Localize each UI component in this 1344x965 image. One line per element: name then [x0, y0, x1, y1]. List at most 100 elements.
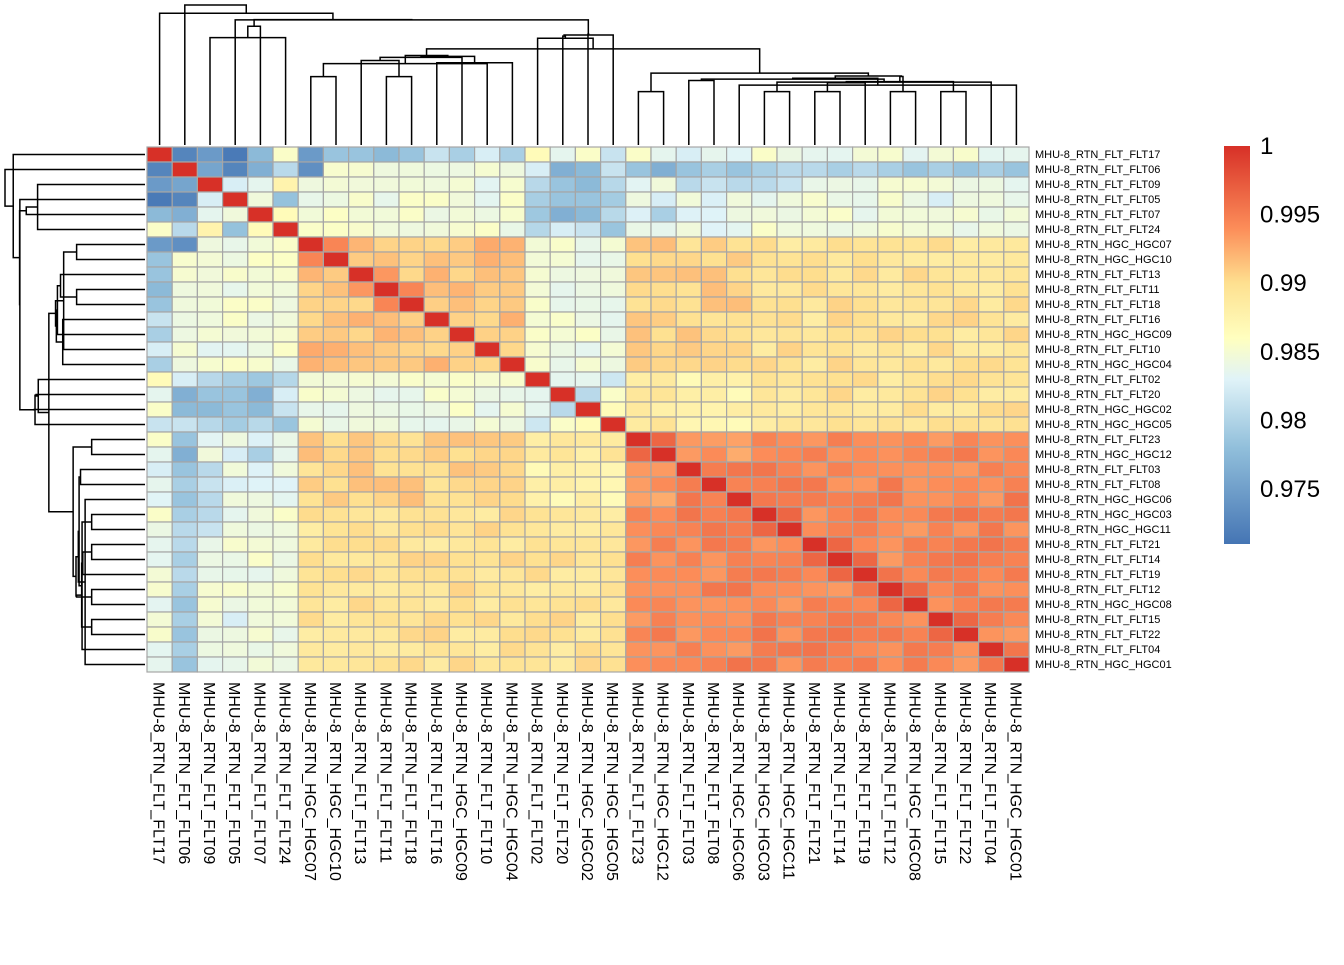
- heatmap-cell: [903, 177, 928, 192]
- heatmap-cell: [903, 387, 928, 402]
- heatmap-cell: [449, 657, 474, 672]
- heatmap-cell: [449, 372, 474, 387]
- heatmap-cell: [802, 582, 827, 597]
- heatmap-cell: [298, 492, 323, 507]
- heatmap-cell: [878, 177, 903, 192]
- heatmap-cell: [953, 312, 978, 327]
- heatmap-cell: [197, 312, 222, 327]
- heatmap-cell: [349, 237, 374, 252]
- column-label: MHU-8_RTN_HGC_HGC07: [301, 682, 318, 881]
- heatmap-cell: [449, 552, 474, 567]
- heatmap-cell: [626, 222, 651, 237]
- heatmap-cell: [525, 417, 550, 432]
- heatmap-cell: [449, 612, 474, 627]
- heatmap-cell: [701, 597, 726, 612]
- heatmap-cell: [701, 312, 726, 327]
- heatmap-cell: [147, 252, 172, 267]
- heatmap-cell: [701, 237, 726, 252]
- heatmap-cell: [953, 447, 978, 462]
- heatmap-cell: [626, 387, 651, 402]
- heatmap-cell: [676, 657, 701, 672]
- heatmap-cell: [223, 522, 248, 537]
- heatmap-cell: [147, 567, 172, 582]
- heatmap-cell: [979, 402, 1004, 417]
- heatmap-cell: [601, 327, 626, 342]
- heatmap-cell: [575, 612, 600, 627]
- heatmap-cell: [475, 327, 500, 342]
- heatmap-cell: [853, 657, 878, 672]
- heatmap-cell: [172, 657, 197, 672]
- heatmap-cell: [197, 192, 222, 207]
- heatmap-cell: [248, 597, 273, 612]
- heatmap-cell: [323, 177, 348, 192]
- heatmap-cell: [424, 492, 449, 507]
- heatmap-cell: [928, 507, 953, 522]
- heatmap-cell: [1004, 477, 1029, 492]
- heatmap-cell: [727, 387, 752, 402]
- heatmap-cell: [525, 537, 550, 552]
- heatmap-cell: [903, 237, 928, 252]
- heatmap-cell: [399, 402, 424, 417]
- heatmap-cell: [676, 567, 701, 582]
- heatmap-cell: [374, 402, 399, 417]
- heatmap-cell: [500, 447, 525, 462]
- heatmap-cell: [752, 342, 777, 357]
- heatmap-cell: [449, 327, 474, 342]
- heatmap-cell: [626, 627, 651, 642]
- heatmap-cell: [777, 252, 802, 267]
- row-label: MHU-8_RTN_FLT_FLT09: [1035, 179, 1160, 191]
- heatmap-cell: [802, 282, 827, 297]
- heatmap-cell: [147, 492, 172, 507]
- heatmap-cell: [903, 462, 928, 477]
- heatmap-cell: [424, 162, 449, 177]
- column-label: MHU-8_RTN_FLT_FLT05: [225, 682, 242, 864]
- heatmap-cell: [323, 612, 348, 627]
- heatmap-cell: [374, 177, 399, 192]
- heatmap-cell: [903, 297, 928, 312]
- heatmap-cell: [601, 462, 626, 477]
- row-dendrogram-branch: [77, 595, 92, 597]
- heatmap-cell: [374, 147, 399, 162]
- heatmap-cell: [475, 177, 500, 192]
- heatmap-cell: [903, 402, 928, 417]
- heatmap-cell: [273, 342, 298, 357]
- heatmap-cell: [147, 432, 172, 447]
- heatmap-cell: [424, 522, 449, 537]
- heatmap-cell: [550, 192, 575, 207]
- heatmap-cell: [273, 447, 298, 462]
- heatmap-cell: [500, 252, 525, 267]
- heatmap-cell: [424, 552, 449, 567]
- heatmap-cell: [575, 147, 600, 162]
- heatmap-cell: [298, 477, 323, 492]
- heatmap-cell: [903, 342, 928, 357]
- heatmap-cell: [147, 552, 172, 567]
- heatmap-cell: [248, 642, 273, 657]
- heatmap-cell: [223, 582, 248, 597]
- heatmap-cell: [701, 147, 726, 162]
- heatmap-cell: [1004, 447, 1029, 462]
- heatmap-cell: [525, 372, 550, 387]
- heatmap-cell: [424, 462, 449, 477]
- heatmap-cell: [701, 192, 726, 207]
- heatmap-cell: [1004, 492, 1029, 507]
- heatmap-cell: [298, 177, 323, 192]
- column-label: MHU-8_RTN_FLT_FLT23: [628, 682, 645, 864]
- heatmap-cell: [903, 252, 928, 267]
- heatmap-cell: [197, 657, 222, 672]
- heatmap-cell: [1004, 597, 1029, 612]
- heatmap-cell: [575, 582, 600, 597]
- heatmap-cell: [197, 297, 222, 312]
- heatmap-cell: [802, 162, 827, 177]
- row-label: MHU-8_RTN_FLT_FLT18: [1035, 299, 1160, 311]
- heatmap-cell: [701, 342, 726, 357]
- heatmap-cell: [550, 462, 575, 477]
- heatmap-cell: [273, 312, 298, 327]
- heatmap-cell: [752, 252, 777, 267]
- heatmap-cell: [651, 252, 676, 267]
- heatmap-cell: [374, 522, 399, 537]
- heatmap-cell: [651, 657, 676, 672]
- heatmap-cell: [979, 612, 1004, 627]
- heatmap-cell: [903, 537, 928, 552]
- heatmap-cell: [777, 267, 802, 282]
- heatmap-cell: [424, 447, 449, 462]
